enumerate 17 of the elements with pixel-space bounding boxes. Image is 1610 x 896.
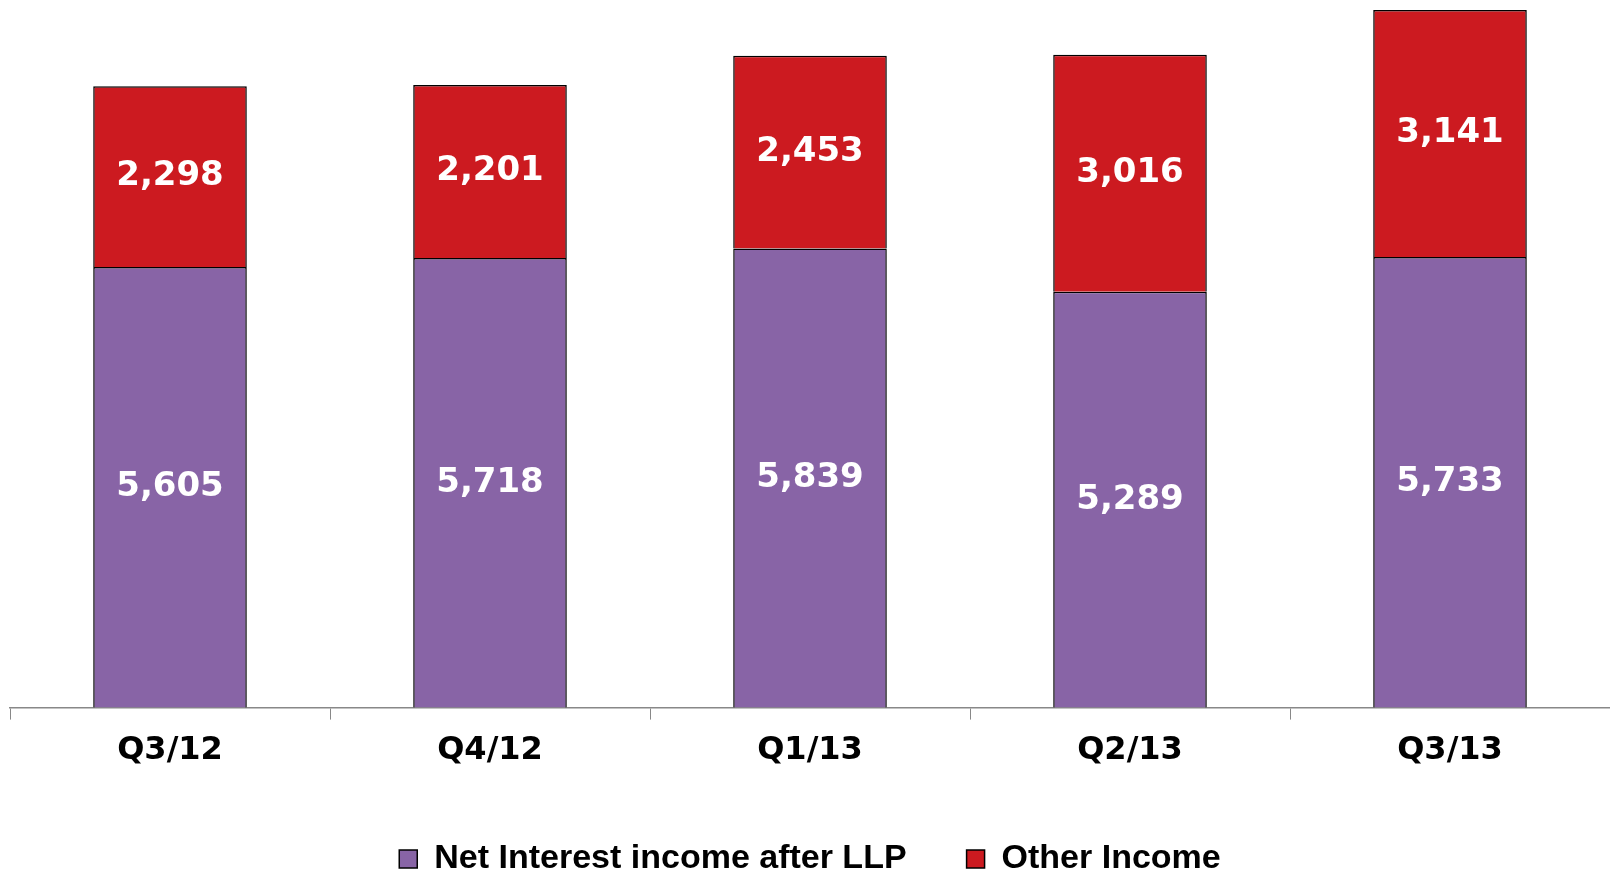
x-tick-label: Q2/13 [1077,729,1183,768]
legend-label: Other Income [1001,837,1221,876]
data-label: 5,733 [1396,459,1504,500]
x-tick-label: Q4/12 [437,729,543,768]
x-tick-label: Q3/12 [117,729,223,768]
data-label: 2,201 [436,148,544,189]
data-label: 5,839 [756,454,864,495]
data-label: 5,718 [436,459,544,500]
data-label: 5,289 [1076,476,1184,517]
x-tick-label: Q3/13 [1397,729,1503,768]
data-label: 2,298 [116,153,224,194]
data-label: 3,141 [1396,110,1504,151]
x-tick-label: Q1/13 [757,729,863,768]
data-label: 5,605 [116,464,224,505]
legend-label: Net Interest income after LLP [434,837,907,876]
data-label: 3,016 [1076,150,1184,191]
data-label: 2,453 [756,129,864,169]
